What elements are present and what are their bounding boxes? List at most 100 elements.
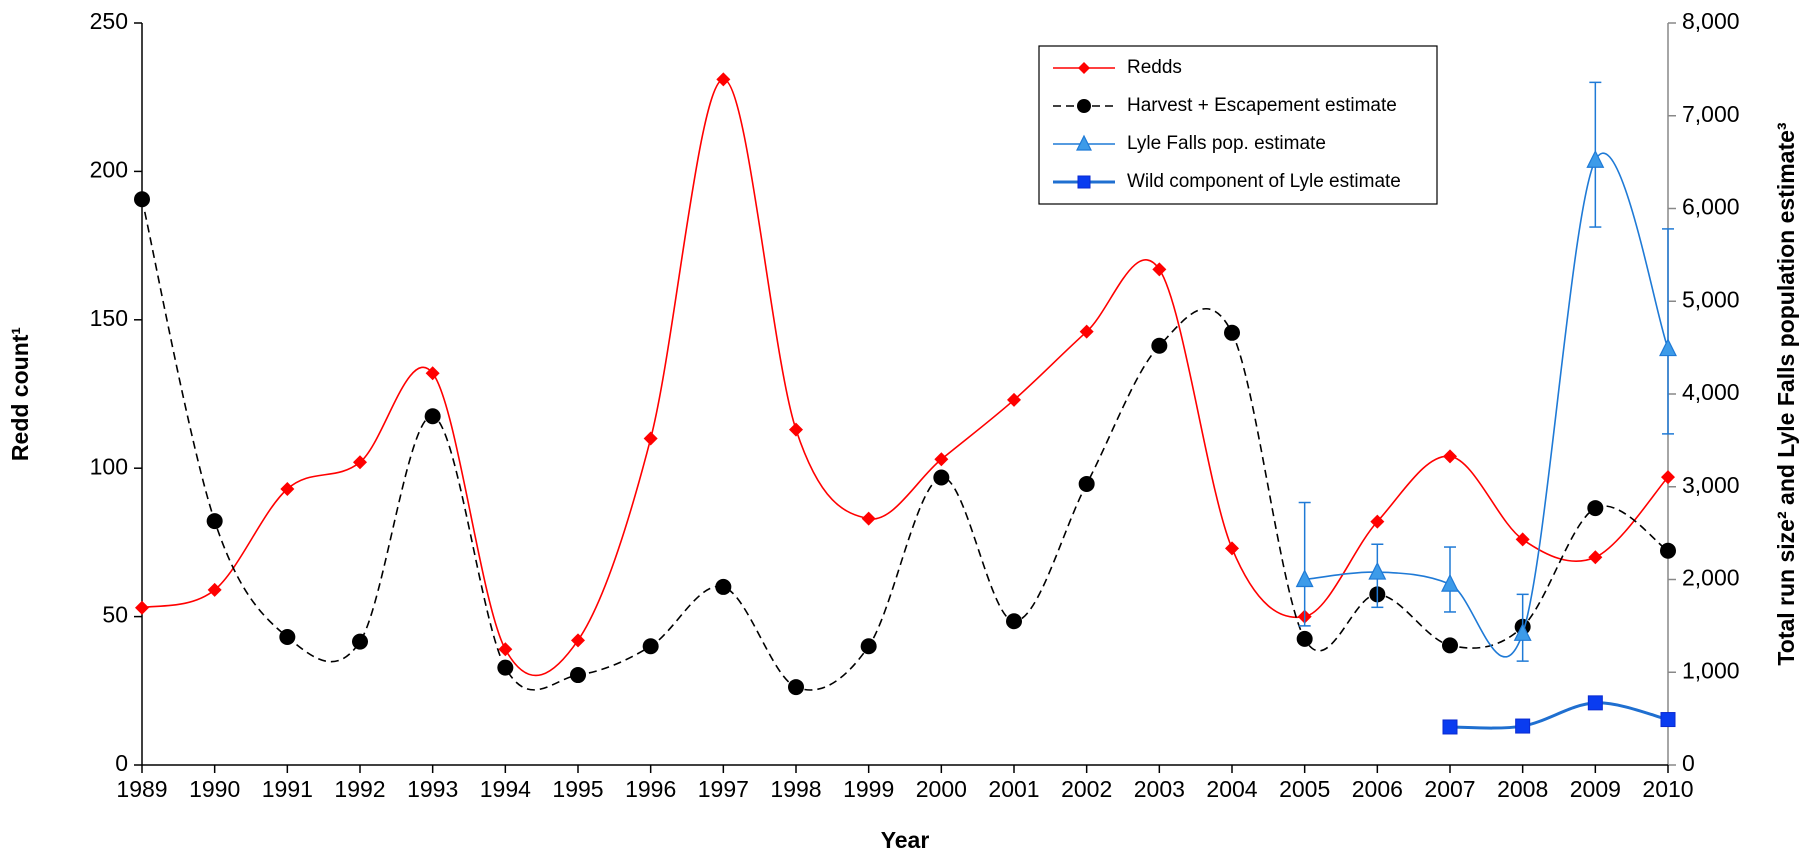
marker-circle: [788, 679, 804, 696]
x-tick-label: 1992: [334, 776, 385, 802]
y2-tick-label: 8,000: [1682, 8, 1740, 34]
series-line: [141, 78, 1669, 677]
marker-diamond: [1370, 514, 1385, 529]
y2-tick-label: 0: [1682, 750, 1695, 776]
marker-triangle: [1076, 134, 1092, 151]
marker-triangle: [1368, 561, 1387, 580]
x-tick-label: 2007: [1424, 776, 1475, 802]
marker-square: [1515, 718, 1531, 734]
marker-diamond: [1007, 392, 1021, 407]
error-bar: [1298, 501, 1311, 627]
x-tick-label: 2001: [988, 776, 1039, 802]
legend-label: Harvest + Escapement estimate: [1127, 95, 1397, 116]
marker-triangle: [1659, 338, 1677, 357]
y-tick-label: 50: [102, 602, 128, 628]
x-tick-label: 2006: [1352, 776, 1403, 802]
y-tick-label: 150: [90, 305, 128, 331]
x-tick-label: 1997: [698, 776, 749, 802]
marker-diamond: [207, 582, 222, 597]
legend-label: Lyle Falls pop. estimate: [1127, 133, 1326, 154]
marker-diamond: [934, 452, 949, 467]
marker-circle: [1587, 500, 1604, 517]
marker-diamond: [1515, 532, 1530, 547]
marker-diamond: [1225, 541, 1239, 556]
legend-label: Redds: [1127, 57, 1182, 78]
marker-circle: [860, 638, 877, 655]
x-tick-label: 2004: [1206, 776, 1257, 802]
y-tick-label: 200: [90, 156, 128, 182]
marker-circle: [642, 638, 659, 655]
x-tick-label: 1990: [189, 776, 240, 802]
marker-diamond: [1661, 470, 1675, 485]
x-tick-label: 2005: [1279, 776, 1330, 802]
y2-tick-label: 2,000: [1682, 565, 1740, 591]
marker-diamond: [498, 642, 513, 657]
x-tick-label: 2008: [1497, 776, 1548, 802]
marker-diamond: [789, 422, 803, 437]
marker-circle: [933, 469, 950, 486]
marker-circle: [1078, 475, 1095, 492]
marker-circle: [1006, 613, 1022, 630]
marker-diamond: [643, 431, 658, 446]
x-tick-label: 1994: [480, 776, 531, 802]
marker-square: [1442, 719, 1458, 735]
y2-tick-label: 3,000: [1682, 472, 1740, 498]
marker-diamond: [571, 633, 585, 648]
marker-circle: [352, 633, 368, 650]
marker-diamond: [1078, 62, 1090, 74]
y2-tick-label: 6,000: [1682, 194, 1740, 220]
y2-tick-label: 7,000: [1682, 101, 1740, 127]
y2-tick-label: 4,000: [1682, 379, 1740, 405]
marker-square: [1077, 175, 1091, 189]
y2-tick-label: 1,000: [1682, 657, 1740, 683]
marker-square: [1660, 712, 1676, 728]
marker-circle: [279, 629, 296, 646]
y-tick-label: 250: [90, 8, 128, 34]
marker-circle: [715, 578, 732, 595]
marker-diamond: [1588, 550, 1603, 565]
x-tick-label: 1998: [770, 776, 821, 802]
marker-diamond: [1152, 262, 1167, 277]
marker-triangle: [1295, 569, 1314, 588]
marker-diamond: [861, 511, 876, 526]
marker-triangle: [1441, 573, 1459, 592]
x-tick-label: 1999: [843, 776, 894, 802]
x-tick-label: 2003: [1134, 776, 1185, 802]
x-tick-label: 1995: [552, 776, 603, 802]
error-bar: [1662, 228, 1674, 435]
marker-circle: [1224, 324, 1240, 341]
marker-diamond: [425, 366, 440, 381]
legend: Redds Harvest + Escapement estimate Lyle F…: [1038, 45, 1438, 205]
marker-circle: [1442, 637, 1458, 654]
marker-triangle: [1586, 149, 1605, 168]
marker-circle: [1660, 542, 1676, 559]
marker-circle: [1151, 337, 1168, 354]
y-tick-label: 100: [90, 453, 128, 479]
marker-circle: [134, 191, 150, 208]
y-tick-label: 0: [115, 750, 128, 776]
x-tick-label: 2010: [1642, 776, 1693, 802]
x-tick-label: 2009: [1570, 776, 1621, 802]
x-tick-label: 1989: [116, 776, 167, 802]
x-tick-label: 2002: [1061, 776, 1112, 802]
legend-label: Wild component of Lyle estimate: [1127, 171, 1401, 192]
marker-circle: [1077, 99, 1091, 113]
marker-diamond: [280, 481, 295, 496]
y2-tick-label: 5,000: [1682, 286, 1740, 312]
marker-diamond: [135, 600, 149, 615]
marker-diamond: [1443, 449, 1457, 464]
marker-circle: [1296, 630, 1313, 647]
marker-diamond: [1079, 324, 1094, 339]
x-tick-label: 2000: [916, 776, 967, 802]
series-line: [1304, 152, 1669, 658]
marker-circle: [424, 408, 441, 425]
y-axis-title: Redd count¹: [7, 327, 33, 461]
marker-circle: [206, 513, 223, 530]
series-line: [1449, 701, 1669, 730]
series-line: [141, 199, 1669, 691]
legend-box: [1038, 45, 1438, 205]
marker-diamond: [716, 72, 731, 87]
x-tick-label: 1993: [407, 776, 458, 802]
y2-axis-title: Total run size² and Lyle Falls populatio…: [1773, 122, 1799, 665]
